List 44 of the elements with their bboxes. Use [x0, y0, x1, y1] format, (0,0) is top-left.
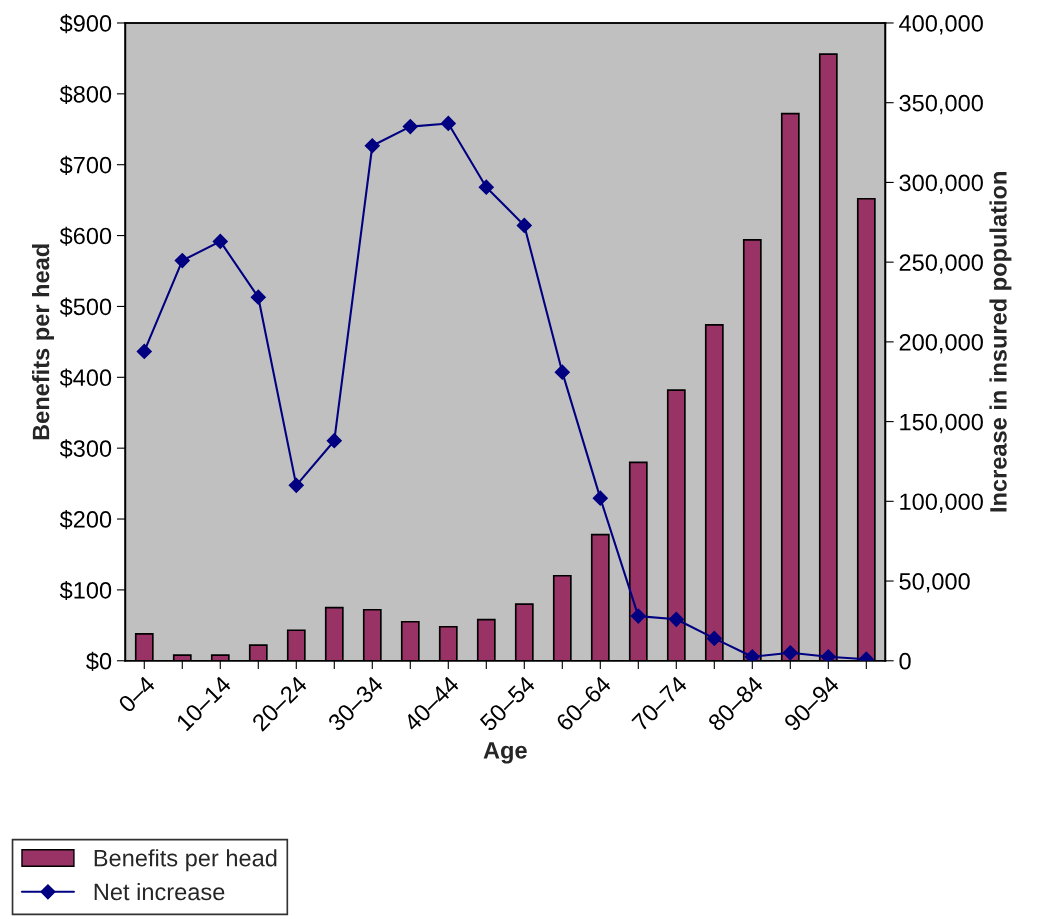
x-axis-title: Age — [483, 742, 527, 764]
point — [440, 115, 456, 131]
y-tick-label: $300 — [59, 439, 112, 459]
point — [630, 608, 646, 624]
y2-tick-label: 400,000 — [899, 15, 983, 35]
point — [820, 649, 836, 661]
y-tick-label: $400 — [59, 368, 112, 388]
point — [554, 364, 570, 380]
point — [250, 289, 266, 305]
point — [326, 433, 342, 449]
point — [668, 611, 684, 627]
point — [136, 343, 152, 360]
y2-axis-title: Increase in insured population — [989, 172, 1012, 512]
legend-label: Net increase — [94, 882, 225, 901]
x-tick-label: 0–4 — [117, 674, 157, 714]
y2-tick-label: 0 — [899, 652, 911, 670]
point — [744, 649, 760, 661]
y2-tick-label: 200,000 — [899, 333, 983, 354]
y2-tick-label: 150,000 — [900, 413, 983, 434]
y2-tick-label: 300,000 — [899, 174, 983, 194]
point — [782, 645, 798, 661]
y-tick-label: $900 — [59, 14, 112, 34]
point — [592, 490, 608, 506]
y-tick-label: $600 — [59, 226, 112, 246]
y-tick-label: $100 — [59, 580, 112, 601]
y-tick-label: $200 — [59, 510, 112, 530]
y2-tick-label: 100,000 — [900, 493, 983, 513]
point — [174, 252, 190, 269]
point — [364, 138, 380, 154]
point — [288, 477, 304, 493]
y2-tick-label: 50,000 — [899, 573, 970, 593]
point — [478, 179, 494, 195]
point — [402, 119, 418, 135]
legend-label: Benefits per head — [94, 849, 277, 872]
y2-tick-label: 250,000 — [899, 254, 983, 274]
point — [516, 217, 532, 234]
y2-tick-label: 350,000 — [899, 94, 983, 115]
point — [706, 630, 722, 647]
y-tick-label: $700 — [59, 155, 112, 175]
y-tick-label: $0 — [86, 651, 112, 671]
y-tick-label: $500 — [59, 297, 112, 317]
point — [212, 233, 228, 249]
y-axis-title: Benefits per head — [32, 244, 55, 440]
y-tick-label: $800 — [59, 84, 112, 105]
